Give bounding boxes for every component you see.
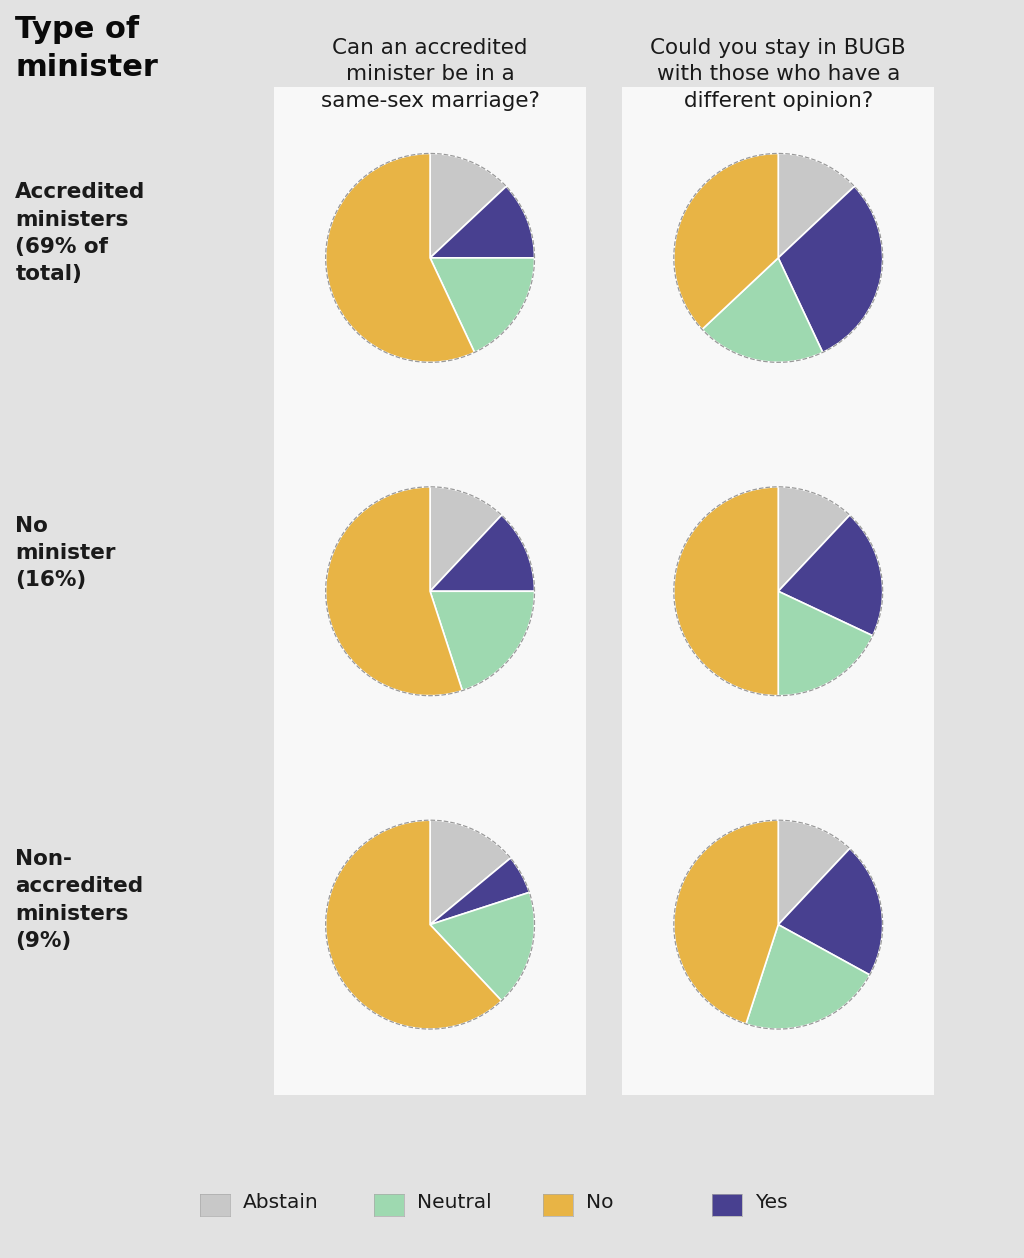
Text: Yes: Yes	[755, 1193, 787, 1213]
Wedge shape	[430, 487, 502, 591]
Wedge shape	[778, 186, 883, 352]
Wedge shape	[745, 925, 869, 1029]
Wedge shape	[430, 591, 535, 691]
Wedge shape	[702, 258, 822, 362]
Text: Abstain: Abstain	[243, 1193, 318, 1213]
Wedge shape	[778, 515, 883, 635]
Text: Can an accredited
minister be in a
same-sex marriage?: Can an accredited minister be in a same-…	[321, 38, 540, 111]
Wedge shape	[674, 820, 778, 1024]
Text: minister: minister	[15, 53, 159, 82]
Wedge shape	[430, 258, 535, 352]
Wedge shape	[326, 487, 463, 696]
Text: Non-
accredited
ministers
(9%): Non- accredited ministers (9%)	[15, 849, 143, 951]
Wedge shape	[778, 487, 850, 591]
Text: Neutral: Neutral	[417, 1193, 492, 1213]
Wedge shape	[430, 153, 506, 258]
Wedge shape	[430, 820, 511, 925]
Wedge shape	[778, 153, 854, 258]
Wedge shape	[778, 591, 872, 696]
Text: Accredited
ministers
(69% of
total): Accredited ministers (69% of total)	[15, 182, 145, 284]
Wedge shape	[778, 820, 850, 925]
Wedge shape	[674, 153, 778, 330]
Wedge shape	[430, 858, 529, 925]
Wedge shape	[778, 848, 883, 975]
Text: Could you stay in BUGB
with those who have a
different opinion?: Could you stay in BUGB with those who ha…	[650, 38, 906, 111]
Wedge shape	[430, 515, 535, 591]
Text: No: No	[586, 1193, 613, 1213]
Text: Type of: Type of	[15, 15, 139, 44]
Wedge shape	[326, 153, 474, 362]
Wedge shape	[326, 820, 502, 1029]
Wedge shape	[430, 892, 535, 1001]
Wedge shape	[430, 186, 535, 258]
Text: No
minister
(16%): No minister (16%)	[15, 516, 116, 590]
Wedge shape	[674, 487, 778, 696]
